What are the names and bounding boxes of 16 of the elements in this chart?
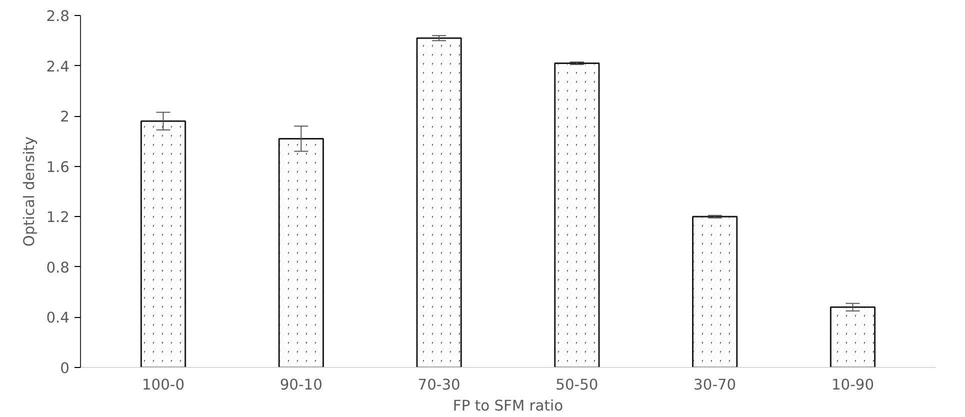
y-tick-label: 1.6 (46, 158, 70, 176)
y-tick-label: 1.2 (46, 209, 70, 226)
y-tick-label: 0.8 (46, 259, 70, 276)
y-tick-label: 0 (60, 360, 70, 377)
y-tick-label: 2 (60, 108, 70, 126)
x-tick-label: 70-30 (418, 376, 460, 394)
x-tick-label: 50-50 (556, 376, 598, 394)
x-tick-label: 30-70 (694, 376, 736, 394)
x-tick-label: 10-90 (831, 376, 874, 394)
y-axis-title: Optical density (21, 136, 38, 247)
y-tick-label: 2.4 (46, 58, 70, 76)
x-axis-title: FP to SFM ratio (452, 398, 564, 414)
x-tick-label: 100-0 (142, 376, 185, 394)
x-tick-label: 90-10 (280, 376, 322, 394)
y-tick-label: 0.4 (46, 310, 70, 327)
y-tick-label: 2.8 (46, 8, 70, 25)
